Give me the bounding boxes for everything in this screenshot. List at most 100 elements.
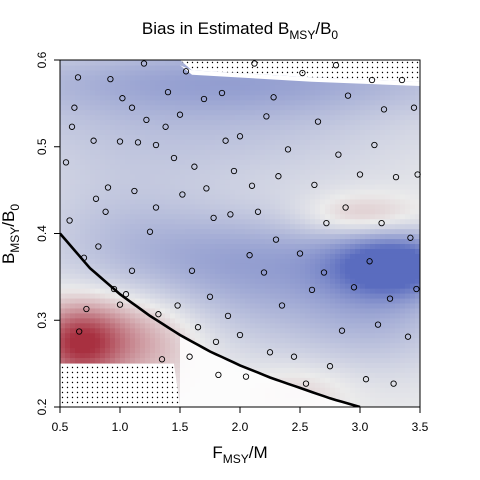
- heatmap-cell: [345, 213, 351, 220]
- heatmap-cell: [210, 154, 216, 160]
- heatmap-cell: [390, 89, 396, 96]
- heatmap-cell: [150, 312, 156, 319]
- heatmap-cell: [290, 292, 296, 299]
- heatmap-cell: [360, 129, 366, 135]
- heatmap-cell: [315, 233, 321, 240]
- heatmap-cell: [75, 119, 81, 126]
- heatmap-cell: [145, 198, 151, 205]
- heatmap-cell: [400, 89, 406, 96]
- heatmap-cell: [400, 178, 406, 185]
- heatmap-cell: [130, 183, 136, 190]
- heatmap-cell: [125, 347, 131, 354]
- heatmap-cell: [285, 223, 291, 230]
- heatmap-cell: [375, 154, 381, 160]
- heatmap-cell: [65, 89, 71, 96]
- heatmap-cell: [345, 372, 351, 378]
- heatmap-cell: [320, 213, 326, 220]
- heatmap-cell: [100, 139, 106, 145]
- heatmap-cell: [135, 268, 141, 274]
- heatmap-cell: [385, 178, 391, 185]
- heatmap-cell: [160, 347, 166, 354]
- heatmap-cell: [150, 342, 156, 349]
- heatmap-cell: [115, 273, 121, 279]
- heatmap-cell: [300, 183, 306, 190]
- heatmap-cell: [265, 169, 271, 175]
- heatmap-cell: [220, 233, 226, 240]
- heatmap-cell: [355, 84, 361, 91]
- heatmap-cell: [325, 352, 331, 359]
- heatmap-cell: [175, 302, 181, 309]
- heatmap-cell: [165, 64, 171, 71]
- heatmap-cell: [190, 203, 196, 210]
- heatmap-cell: [335, 124, 341, 130]
- heatmap-cell: [335, 332, 341, 339]
- heatmap-cell: [220, 347, 226, 354]
- heatmap-cell: [255, 89, 261, 96]
- heatmap-cell: [315, 253, 321, 259]
- heatmap-cell: [240, 84, 246, 91]
- heatmap-cell: [225, 288, 231, 294]
- heatmap-cell: [400, 362, 406, 368]
- heatmap-cell: [410, 332, 416, 339]
- heatmap-cell: [375, 263, 381, 269]
- heatmap-cell: [330, 169, 336, 175]
- heatmap-cell: [105, 243, 111, 249]
- heatmap-cell: [95, 213, 101, 220]
- heatmap-cell: [85, 243, 91, 249]
- heatmap-cell: [250, 84, 256, 91]
- heatmap-cell: [260, 347, 266, 354]
- heatmap-cell: [345, 347, 351, 354]
- heatmap-cell: [145, 223, 151, 230]
- heatmap-cell: [385, 352, 391, 359]
- heatmap-cell: [225, 342, 231, 349]
- heatmap-cell: [250, 188, 256, 195]
- heatmap-cell: [225, 134, 231, 140]
- heatmap-cell: [325, 322, 331, 329]
- heatmap-cell: [75, 139, 81, 145]
- heatmap-cell: [390, 94, 396, 101]
- heatmap-cell: [85, 60, 91, 66]
- heatmap-cell: [250, 297, 256, 304]
- heatmap-cell: [395, 174, 401, 180]
- heatmap-cell: [265, 273, 271, 279]
- heatmap-cell: [70, 69, 76, 76]
- heatmap-cell: [135, 60, 141, 66]
- heatmap-cell: [120, 288, 126, 294]
- heatmap-cell: [385, 362, 391, 368]
- heatmap-cell: [70, 317, 76, 324]
- heatmap-cell: [80, 198, 86, 205]
- heatmap-cell: [375, 174, 381, 180]
- heatmap-cell: [185, 302, 191, 309]
- heatmap-cell: [105, 188, 111, 195]
- heatmap-cell: [390, 124, 396, 130]
- heatmap-cell: [135, 89, 141, 96]
- heatmap-cell: [160, 154, 166, 160]
- heatmap-cell: [240, 263, 246, 269]
- heatmap-cell: [215, 114, 221, 121]
- heatmap-cell: [305, 268, 311, 274]
- heatmap-cell: [350, 99, 356, 106]
- heatmap-cell: [320, 238, 326, 245]
- heatmap-cell: [360, 89, 366, 96]
- heatmap-cell: [165, 317, 171, 324]
- heatmap-cell: [280, 104, 286, 111]
- heatmap-cell: [365, 352, 371, 359]
- heatmap-cell: [360, 99, 366, 106]
- heatmap-cell: [320, 99, 326, 106]
- heatmap-cell: [165, 327, 171, 334]
- heatmap-cell: [295, 79, 301, 86]
- heatmap-cell: [385, 288, 391, 294]
- heatmap-cell: [130, 228, 136, 235]
- heatmap-cell: [370, 372, 376, 378]
- heatmap-cell: [375, 159, 381, 165]
- heatmap-cell: [365, 99, 371, 106]
- heatmap-cell: [180, 64, 186, 71]
- heatmap-cell: [270, 94, 276, 101]
- heatmap-cell: [405, 129, 411, 135]
- heatmap-cell: [85, 149, 91, 155]
- heatmap-cell: [280, 119, 286, 126]
- heatmap-cell: [65, 154, 71, 160]
- heatmap-cell: [100, 352, 106, 359]
- heatmap-cell: [345, 362, 351, 368]
- heatmap-cell: [155, 154, 161, 160]
